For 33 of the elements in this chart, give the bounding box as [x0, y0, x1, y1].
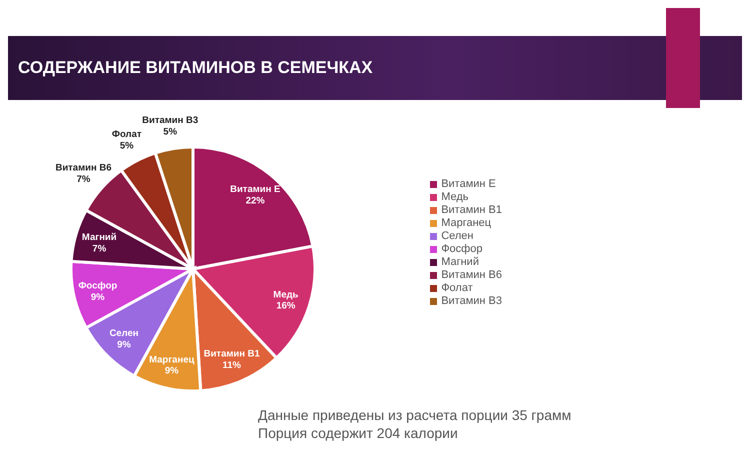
slice-label: Фолат — [112, 129, 142, 140]
slice-label: Селен — [109, 328, 139, 340]
slice-label: Витамин B6 — [55, 162, 112, 174]
slice-label: Медь — [273, 289, 299, 300]
data-label: 5% — [163, 126, 178, 138]
text: Порция содержит 204 калории — [258, 424, 459, 442]
data-label: 5% — [120, 140, 134, 152]
data-label: 9% — [90, 292, 106, 303]
data-label: 9% — [117, 340, 132, 351]
data-label: 22% — [246, 195, 266, 206]
legend-label: Витамин B1 — [441, 204, 502, 217]
text: Данные приведены из расчета порции 35 грамм — [258, 406, 572, 424]
data-label: 7% — [76, 174, 91, 185]
data-label: 7% — [92, 243, 107, 254]
data-label: 16% — [276, 300, 296, 312]
slice-label: Витамин E — [230, 184, 280, 195]
slice-label: Марганец — [149, 354, 194, 366]
slice-label: Витамин B1 — [204, 348, 260, 360]
slice-label: Витамин B3 — [142, 114, 198, 126]
legend-label: Витамин B6 — [441, 269, 502, 282]
data-label: 9% — [164, 366, 180, 377]
legend-label: Фолат — [441, 282, 473, 295]
slice-label: Фосфор — [78, 280, 118, 292]
legend-label: Медь — [441, 191, 468, 204]
legend-label: Витамин E — [441, 178, 496, 191]
legend-label: Магний — [441, 256, 479, 269]
legend-label: Фосфор — [441, 243, 482, 256]
legend-label: Марганец — [441, 217, 492, 230]
legend-label: Витамин B3 — [441, 295, 502, 308]
legend-label: Селен — [441, 230, 474, 243]
chart-title: СОДЕРЖАНИЕ ВИТАМИНОВ В СЕМЕЧКАХ — [18, 58, 373, 78]
data-label: 11% — [222, 360, 242, 372]
slice-label: Магний — [82, 232, 117, 243]
